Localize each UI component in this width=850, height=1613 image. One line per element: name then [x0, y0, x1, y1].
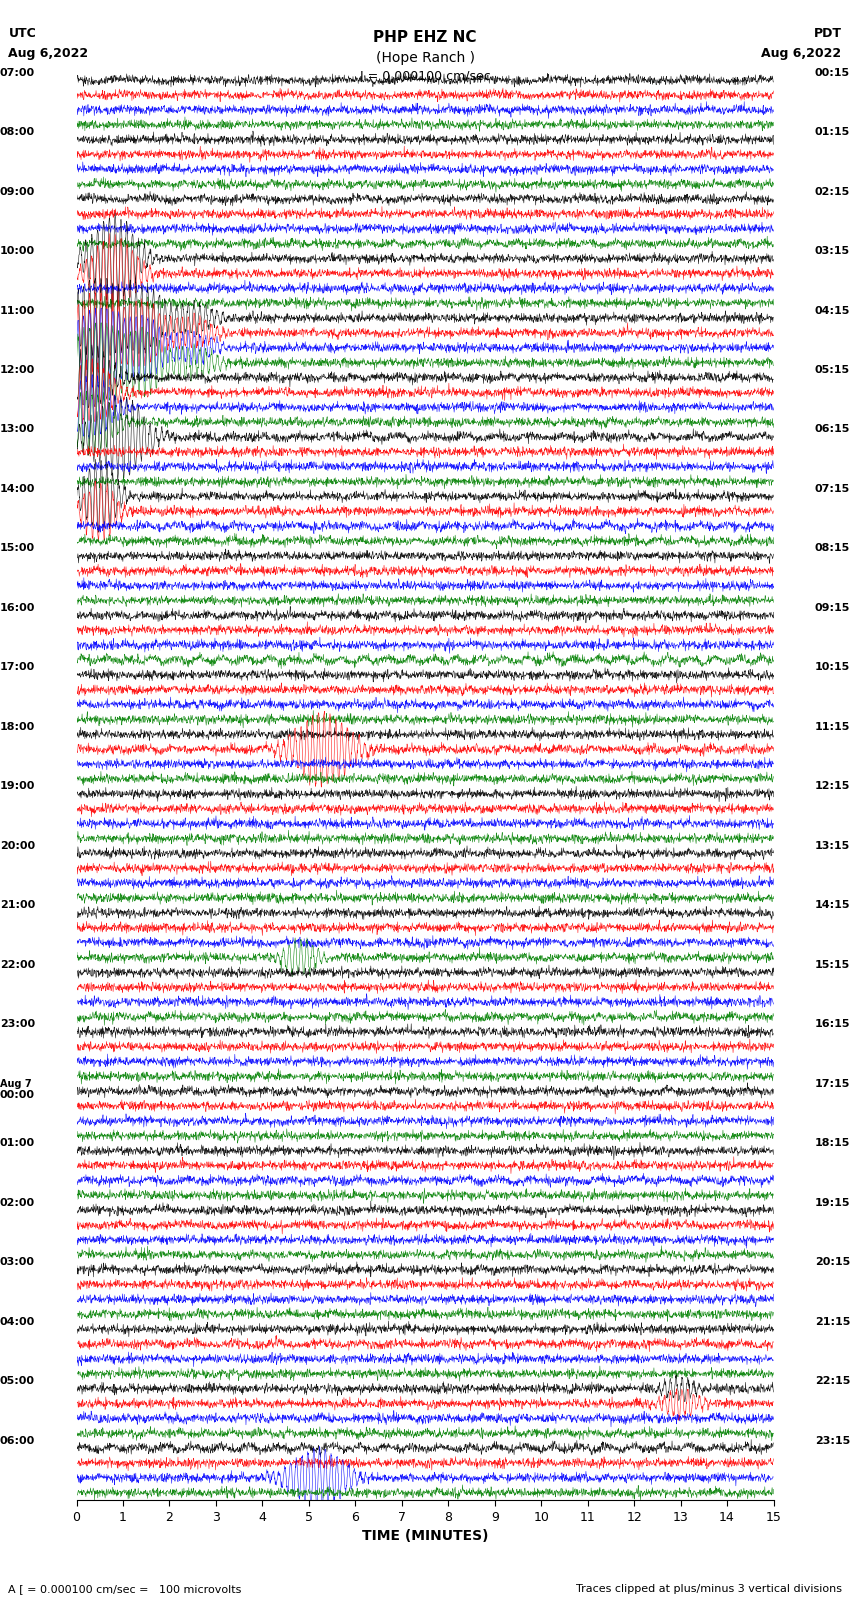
- Text: 07:00: 07:00: [0, 68, 35, 77]
- Text: 13:00: 13:00: [0, 424, 35, 434]
- Text: 09:00: 09:00: [0, 187, 35, 197]
- Text: I = 0.000100 cm/sec: I = 0.000100 cm/sec: [360, 69, 490, 82]
- Text: 19:15: 19:15: [814, 1198, 850, 1208]
- X-axis label: TIME (MINUTES): TIME (MINUTES): [362, 1529, 488, 1544]
- Text: 19:00: 19:00: [0, 781, 36, 792]
- Text: A [ = 0.000100 cm/sec =   100 microvolts: A [ = 0.000100 cm/sec = 100 microvolts: [8, 1584, 242, 1594]
- Text: 07:15: 07:15: [815, 484, 850, 494]
- Text: 00:00: 00:00: [0, 1090, 35, 1100]
- Text: 10:15: 10:15: [815, 663, 850, 673]
- Text: 02:15: 02:15: [815, 187, 850, 197]
- Text: 10:00: 10:00: [0, 247, 35, 256]
- Text: 14:15: 14:15: [814, 900, 850, 910]
- Text: PHP EHZ NC: PHP EHZ NC: [373, 31, 477, 45]
- Text: 05:00: 05:00: [0, 1376, 35, 1386]
- Text: Aug 7: Aug 7: [0, 1079, 31, 1089]
- Text: 11:15: 11:15: [814, 723, 850, 732]
- Text: 17:15: 17:15: [814, 1079, 850, 1089]
- Text: 15:15: 15:15: [815, 960, 850, 969]
- Text: 02:00: 02:00: [0, 1198, 35, 1208]
- Text: 09:15: 09:15: [814, 603, 850, 613]
- Text: Aug 6,2022: Aug 6,2022: [8, 47, 88, 60]
- Text: 04:00: 04:00: [0, 1316, 35, 1326]
- Text: 00:15: 00:15: [815, 68, 850, 77]
- Text: 15:00: 15:00: [0, 544, 35, 553]
- Text: 23:15: 23:15: [815, 1436, 850, 1445]
- Text: 01:15: 01:15: [815, 127, 850, 137]
- Text: 14:00: 14:00: [0, 484, 36, 494]
- Text: 22:00: 22:00: [0, 960, 35, 969]
- Text: 16:00: 16:00: [0, 603, 36, 613]
- Text: Aug 6,2022: Aug 6,2022: [762, 47, 842, 60]
- Text: 06:15: 06:15: [814, 424, 850, 434]
- Text: 20:00: 20:00: [0, 840, 35, 850]
- Text: 18:15: 18:15: [814, 1139, 850, 1148]
- Text: 23:00: 23:00: [0, 1019, 35, 1029]
- Text: 03:15: 03:15: [815, 247, 850, 256]
- Text: UTC: UTC: [8, 27, 37, 40]
- Text: 08:00: 08:00: [0, 127, 35, 137]
- Text: 20:15: 20:15: [815, 1257, 850, 1268]
- Text: (Hope Ranch ): (Hope Ranch ): [376, 50, 474, 65]
- Text: 16:15: 16:15: [814, 1019, 850, 1029]
- Text: 21:00: 21:00: [0, 900, 35, 910]
- Text: 21:15: 21:15: [814, 1316, 850, 1326]
- Text: 04:15: 04:15: [814, 305, 850, 316]
- Text: 12:00: 12:00: [0, 365, 35, 374]
- Text: Traces clipped at plus/minus 3 vertical divisions: Traces clipped at plus/minus 3 vertical …: [575, 1584, 842, 1594]
- Text: 03:00: 03:00: [0, 1257, 35, 1268]
- Text: 11:00: 11:00: [0, 305, 35, 316]
- Text: 06:00: 06:00: [0, 1436, 35, 1445]
- Text: 08:15: 08:15: [815, 544, 850, 553]
- Text: 12:15: 12:15: [814, 781, 850, 792]
- Text: 22:15: 22:15: [814, 1376, 850, 1386]
- Text: 01:00: 01:00: [0, 1139, 35, 1148]
- Text: 13:15: 13:15: [815, 840, 850, 850]
- Text: 18:00: 18:00: [0, 723, 35, 732]
- Text: 17:00: 17:00: [0, 663, 35, 673]
- Text: 05:15: 05:15: [815, 365, 850, 374]
- Text: PDT: PDT: [813, 27, 842, 40]
